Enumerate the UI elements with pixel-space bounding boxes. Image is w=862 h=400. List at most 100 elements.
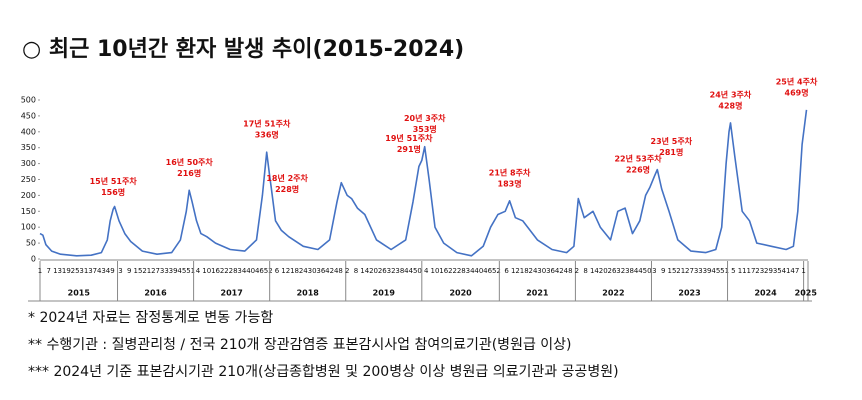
annotation: 22년 53주차 (614, 154, 662, 164)
year-label: 2015 (68, 289, 91, 298)
annotation: 428명 (718, 100, 742, 110)
y-tick-label: 0 (31, 255, 36, 264)
week-label: 52 (492, 267, 501, 275)
week-label: 6 (275, 267, 280, 275)
annotation: 156명 (101, 187, 125, 197)
week-label: 32 (616, 267, 625, 275)
week-label: 16 (439, 267, 448, 275)
week-label: 49 (106, 267, 115, 275)
week-label: 24 (529, 267, 538, 275)
week-label: 33 (160, 267, 169, 275)
week-label: 3 (118, 267, 122, 275)
annotation: 19년 51주차 (385, 133, 433, 143)
annotation: 25년 4주차 (776, 76, 818, 86)
week-label: 48 (334, 267, 343, 275)
week-label: 9 (127, 267, 131, 275)
week-label: 15 (667, 267, 676, 275)
week-label: 38 (395, 267, 404, 275)
week-label: 21 (142, 267, 151, 275)
week-label: 25 (71, 267, 80, 275)
week-label: 38 (625, 267, 634, 275)
footnote: * 2024년 자료는 잠정통계로 변동 가능함 (28, 310, 273, 326)
annotation: 336명 (255, 130, 279, 140)
footnote: *** 2024년 기준 표본감시기관 210개(상급종합병원 및 200병상 … (28, 364, 619, 380)
week-label: 26 (378, 267, 387, 275)
week-label: 44 (634, 267, 643, 275)
year-label: 2024 (754, 289, 777, 298)
annotation: 21년 8주차 (489, 167, 531, 177)
week-label: 10 (202, 267, 211, 275)
y-tick-label: 500 (21, 96, 36, 105)
week-label: 51 (720, 267, 729, 275)
annotation: 16년 50주차 (166, 157, 214, 167)
week-label: 3 (652, 267, 656, 275)
annotation: 24년 3주차 (710, 89, 752, 99)
week-label: 36 (546, 267, 555, 275)
week-label: 42 (555, 267, 564, 275)
week-label: 37 (88, 267, 97, 275)
annotation: 183명 (498, 178, 522, 188)
annotation: 228명 (275, 184, 299, 194)
week-label: 34 (237, 267, 246, 275)
week-label: 8 (354, 267, 358, 275)
year-label: 2021 (526, 289, 549, 298)
week-label: 28 (229, 267, 238, 275)
week-label: 12 (511, 267, 520, 275)
annotation: 17년 51주차 (243, 119, 291, 129)
week-label: 34 (466, 267, 475, 275)
week-label: 41 (782, 267, 791, 275)
week-label: 13 (53, 267, 62, 275)
week-label: 12 (281, 267, 290, 275)
week-label: 33 (694, 267, 703, 275)
year-label: 2025 (795, 289, 818, 298)
week-label: 18 (290, 267, 299, 275)
week-label: 32 (387, 267, 396, 275)
annotation: 23년 5주차 (651, 136, 693, 146)
week-label: 17 (746, 267, 755, 275)
week-label: 43 (97, 267, 106, 275)
y-tick-label: 150 (21, 207, 36, 216)
week-label: 30 (308, 267, 317, 275)
week-label: 24 (299, 267, 308, 275)
week-label: 31 (79, 267, 88, 275)
week-label: 7 (47, 267, 51, 275)
year-label: 2017 (221, 289, 243, 298)
annotation: 353명 (413, 124, 437, 134)
week-label: 45 (177, 267, 186, 275)
week-label: 10 (431, 267, 440, 275)
year-label: 2016 (144, 289, 167, 298)
week-label: 35 (773, 267, 782, 275)
annotation: 216명 (177, 168, 201, 178)
week-label: 11 (738, 267, 747, 275)
footnote: ** 수행기관 : 질병관리청 / 전국 210개 장관감염증 표본감시사업 참… (28, 337, 572, 353)
week-label: 26 (608, 267, 617, 275)
annotation: 469명 (785, 87, 809, 97)
week-label: 4 (196, 267, 201, 275)
year-label: 2020 (449, 289, 472, 298)
week-label: 50 (413, 267, 422, 275)
week-label: 9 (661, 267, 665, 275)
week-label: 22 (220, 267, 229, 275)
week-label: 42 (325, 267, 334, 275)
year-label: 2018 (297, 289, 320, 298)
annotation: 20년 3주차 (404, 113, 446, 123)
week-label: 29 (764, 267, 773, 275)
week-label: 20 (369, 267, 378, 275)
week-label: 1 (38, 267, 42, 275)
week-label: 44 (404, 267, 413, 275)
week-label: 1 (801, 267, 805, 275)
week-label: 16 (211, 267, 220, 275)
week-label: 39 (169, 267, 178, 275)
annotation: 15년 51주차 (90, 176, 138, 186)
week-label: 40 (246, 267, 255, 275)
week-label: 6 (504, 267, 509, 275)
week-label: 36 (316, 267, 325, 275)
y-tick-label: 200 (21, 191, 36, 200)
week-label: 30 (537, 267, 546, 275)
week-label: 52 (264, 267, 273, 275)
week-label: 27 (151, 267, 160, 275)
week-label: 40 (474, 267, 483, 275)
year-label: 2023 (678, 289, 700, 298)
week-label: 51 (186, 267, 195, 275)
